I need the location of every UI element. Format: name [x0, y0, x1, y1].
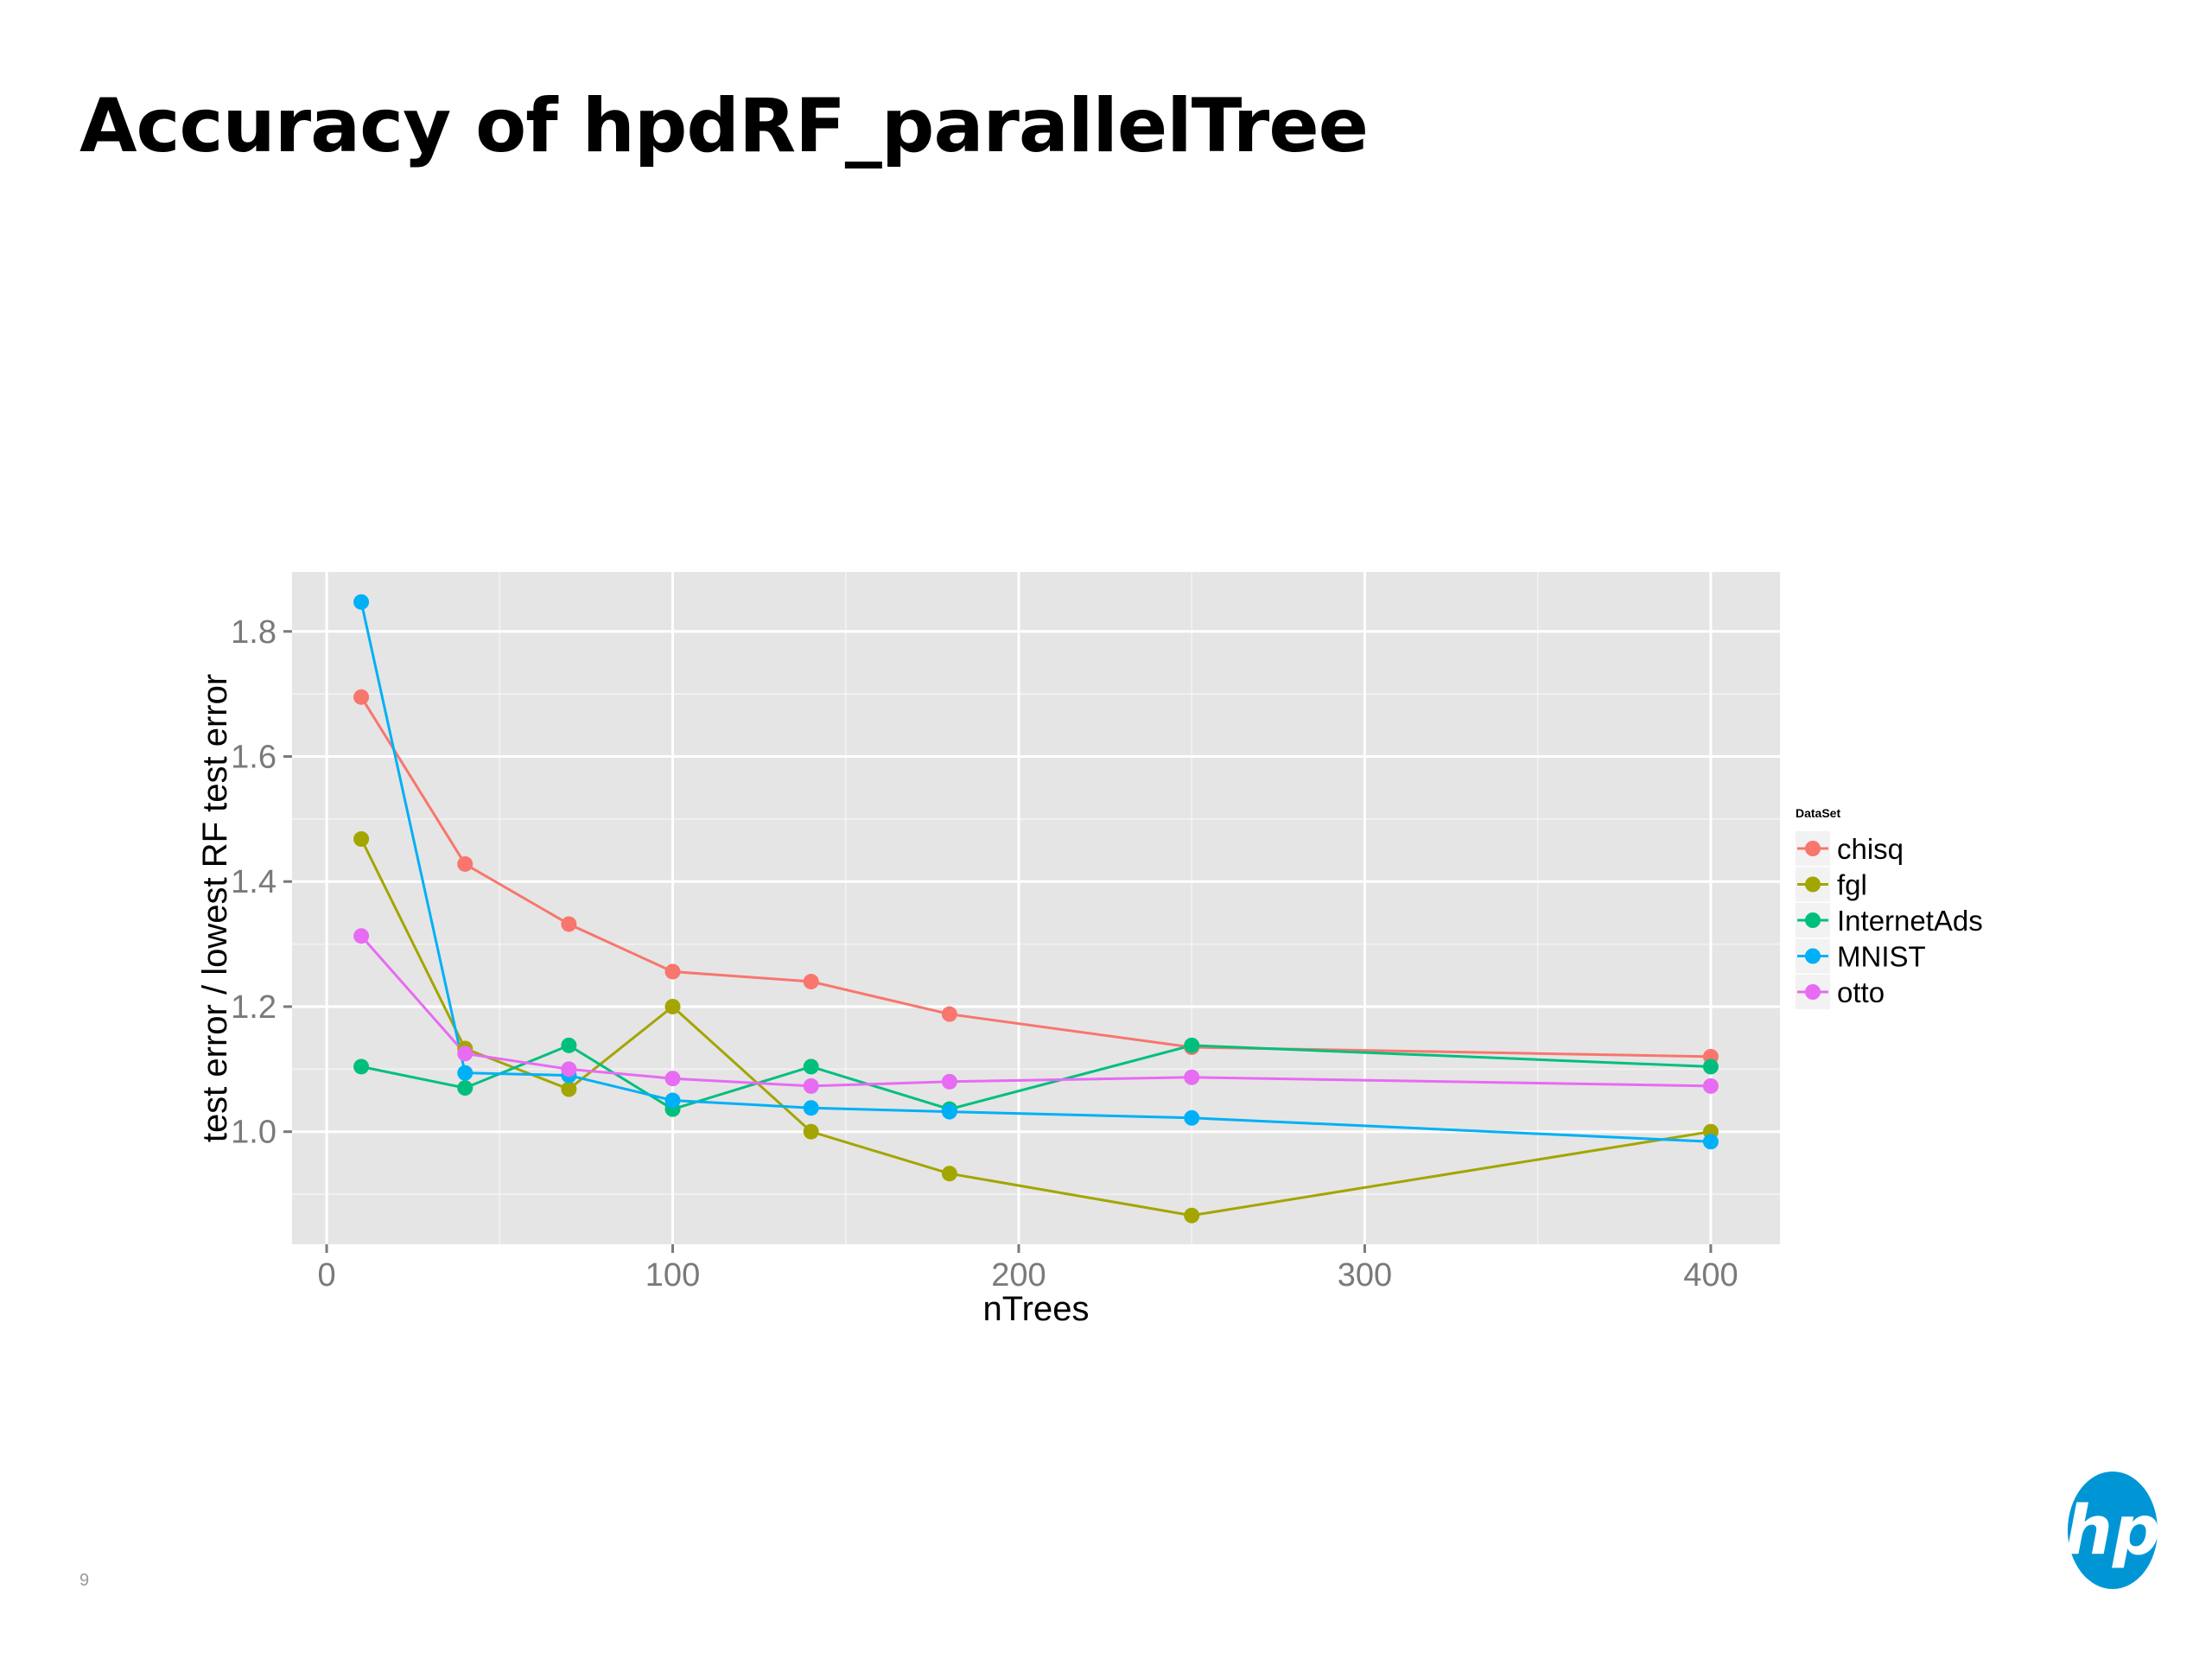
data-point-MNIST	[664, 1092, 681, 1109]
plot-panel-background	[292, 572, 1780, 1244]
data-point-chisq	[353, 689, 370, 705]
slide-title: Accuracy of hpdRF_parallelTree	[79, 83, 1369, 169]
data-point-InternetAds	[803, 1058, 819, 1075]
data-points	[353, 594, 1719, 1224]
data-point-fgl	[561, 1081, 577, 1097]
data-point-otto	[457, 1046, 474, 1062]
hp-logo-text: hp	[2065, 1492, 2160, 1570]
series-lines	[359, 601, 1712, 1217]
y-axis-title: test error / lowest RF test error	[196, 674, 234, 1142]
data-point-otto	[1184, 1069, 1200, 1085]
data-point-InternetAds	[1184, 1037, 1200, 1053]
legend-key-point-MNIST	[1805, 948, 1821, 964]
legend-label-chisq: chisq	[1837, 833, 1904, 865]
hp-logo-icon: hp	[2065, 1471, 2160, 1589]
data-point-chisq	[803, 974, 819, 990]
x-tick-label: 100	[645, 1257, 700, 1294]
legend-title: DataSet	[1796, 806, 1840, 820]
data-point-chisq	[561, 916, 577, 932]
data-point-chisq	[664, 963, 681, 980]
data-point-MNIST	[803, 1100, 819, 1116]
axes: 0 100 200 300 400 1.0 1.2 1.4 1.6 1.8 nTrees test e…	[196, 614, 1738, 1328]
x-tick-label: 400	[1683, 1257, 1738, 1294]
legend-label-fgl: fgl	[1837, 869, 1867, 901]
legend-label-InternetAds: InternetAds	[1837, 905, 1983, 937]
legend-key-point-fgl	[1805, 876, 1821, 893]
data-point-MNIST	[353, 594, 370, 610]
page-number: 9	[79, 1571, 90, 1590]
data-point-chisq	[457, 855, 474, 872]
series-line-otto	[359, 935, 1711, 1088]
data-point-InternetAds	[1702, 1058, 1719, 1075]
data-point-InternetAds	[561, 1037, 577, 1053]
data-point-fgl	[664, 998, 681, 1014]
data-point-InternetAds	[353, 1058, 370, 1075]
series-line-InternetAds	[360, 1044, 1711, 1111]
data-point-otto	[941, 1073, 957, 1090]
data-point-MNIST	[457, 1065, 474, 1081]
plot-panel	[292, 572, 1780, 1244]
legend-key-point-chisq	[1805, 841, 1821, 856]
y-tick-label: 1.4	[231, 864, 276, 900]
data-point-otto	[1702, 1077, 1719, 1094]
y-tick-label: 1.0	[231, 1115, 276, 1151]
data-point-MNIST	[941, 1103, 957, 1120]
legend-label-MNIST: MNIST	[1837, 941, 1926, 973]
data-point-InternetAds	[457, 1080, 474, 1096]
legend-label-otto: otto	[1837, 976, 1885, 1008]
y-tick-label: 1.8	[231, 614, 276, 651]
data-point-fgl	[353, 831, 370, 848]
x-tick-label: 200	[991, 1257, 1046, 1294]
x-tick-label: 300	[1338, 1257, 1392, 1294]
series-line-chisq	[359, 696, 1711, 1058]
data-point-chisq	[941, 1006, 957, 1022]
x-axis-title: nTrees	[982, 1290, 1089, 1328]
legend-key-point-InternetAds	[1805, 912, 1821, 928]
x-tick-label: 0	[317, 1257, 335, 1294]
data-point-otto	[803, 1077, 819, 1094]
data-point-MNIST	[1702, 1134, 1719, 1150]
legend-key-point-otto	[1805, 984, 1821, 1000]
data-point-fgl	[941, 1166, 957, 1182]
series-line-MNIST	[359, 601, 1711, 1143]
data-point-otto	[664, 1071, 681, 1087]
y-tick-label: 1.6	[231, 739, 276, 775]
data-point-MNIST	[1184, 1109, 1200, 1126]
data-point-fgl	[803, 1123, 819, 1140]
y-tick-label: 1.2	[231, 989, 276, 1026]
data-point-fgl	[1184, 1207, 1200, 1224]
grid-lines	[292, 572, 1780, 1244]
data-point-otto	[353, 928, 370, 944]
data-point-otto	[561, 1061, 577, 1077]
